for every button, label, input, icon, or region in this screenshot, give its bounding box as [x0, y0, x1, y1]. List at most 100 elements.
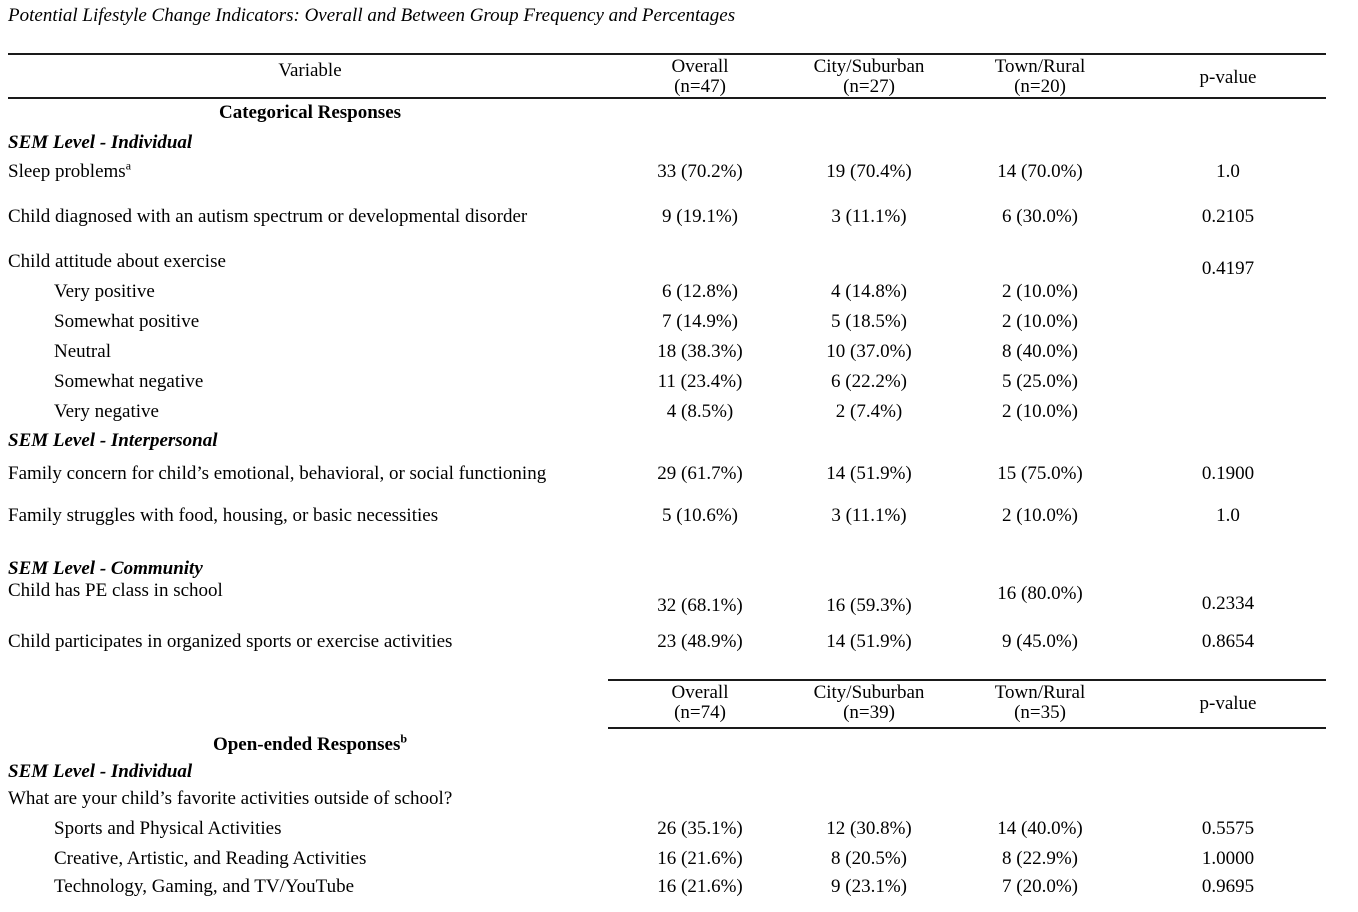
- section-heading-categorical: Categorical Responses: [218, 102, 402, 123]
- group-heading-sem-community: SEM Level - Community: [8, 558, 203, 579]
- cell-city: 6 (22.2%): [831, 371, 907, 392]
- table-row: Child diagnosed with an autism spectrum …: [8, 207, 1326, 227]
- town-rural-column-header: Town/Rural (n=35): [994, 682, 1086, 723]
- table-title: Potential Lifestyle Change Indicators: O…: [8, 5, 736, 26]
- row-label: Child diagnosed with an autism spectrum …: [8, 206, 528, 227]
- row-label: Somewhat positive: [54, 311, 200, 332]
- table-row: Very negative 4 (8.5%) 2 (7.4%) 2 (10.0%…: [8, 402, 1326, 422]
- cell-city: 5 (18.5%): [831, 311, 907, 332]
- cell-city: 19 (70.4%): [826, 161, 912, 182]
- table-row: Very positive 6 (12.8%) 4 (14.8%) 2 (10.…: [8, 282, 1326, 302]
- city-suburban-column-header: City/Suburban (n=27): [813, 56, 925, 97]
- row-label: Child participates in organized sports o…: [8, 631, 453, 652]
- cell-city: 8 (20.5%): [831, 848, 907, 869]
- group-heading-sem-interpersonal: SEM Level - Interpersonal: [8, 430, 218, 451]
- cell-overall: 9 (19.1%): [662, 206, 738, 227]
- group-heading-row: SEM Level - Individual: [8, 762, 1326, 782]
- section-heading-row: Open-ended Responsesb: [8, 731, 1326, 755]
- cell-overall: 23 (48.9%): [657, 631, 743, 652]
- cell-overall: 5 (10.6%): [662, 505, 738, 526]
- table-row: Child participates in organized sports o…: [8, 632, 1326, 652]
- row-label: Child attitude about exercise: [8, 251, 226, 272]
- second-header-bottom-rule: [608, 727, 1326, 729]
- cell-city: 12 (30.8%): [826, 818, 912, 839]
- table-row: Sports and Physical Activities 26 (35.1%…: [8, 819, 1326, 839]
- section-heading-open-ended: Open-ended Responsesb: [212, 731, 408, 755]
- overall-column-header: Overall (n=74): [671, 682, 729, 723]
- footnote-marker-a: a: [125, 158, 132, 173]
- cell-pvalue: 0.1900: [1201, 463, 1255, 484]
- cell-town: 14 (70.0%): [997, 161, 1083, 182]
- cell-overall: 7 (14.9%): [662, 311, 738, 332]
- cell-town: 2 (10.0%): [1002, 401, 1078, 422]
- group-heading-row: SEM Level - Community: [8, 559, 1326, 579]
- cell-pvalue: 0.4197: [1201, 258, 1255, 279]
- cell-overall: 16 (21.6%): [657, 848, 743, 869]
- row-label: Technology, Gaming, and TV/YouTube: [54, 876, 355, 897]
- cell-pvalue: 1.0000: [1201, 848, 1255, 869]
- town-rural-column-header: Town/Rural (n=20): [994, 56, 1086, 97]
- cell-town: 7 (20.0%): [1002, 876, 1078, 897]
- cell-town: 14 (40.0%): [997, 818, 1083, 839]
- row-label: Somewhat negative: [54, 371, 204, 392]
- city-suburban-column-header: City/Suburban (n=39): [813, 682, 925, 723]
- cell-town: 15 (75.0%): [997, 463, 1083, 484]
- cell-town: 8 (40.0%): [1002, 341, 1078, 362]
- row-label: Creative, Artistic, and Reading Activiti…: [54, 848, 367, 869]
- group-heading-row: SEM Level - Individual: [8, 133, 1326, 153]
- table-row: What are your child’s favorite activitie…: [8, 789, 1326, 809]
- cell-overall: 6 (12.8%): [662, 281, 738, 302]
- cell-overall: 16 (21.6%): [657, 876, 743, 897]
- cell-town: 2 (10.0%): [1002, 311, 1078, 332]
- cell-overall: 33 (70.2%): [657, 161, 743, 182]
- row-label: Very positive: [54, 281, 155, 302]
- column-header-row-1: Variable Overall (n=47) City/Suburban (n…: [8, 57, 1326, 97]
- cell-town: 2 (10.0%): [1002, 505, 1078, 526]
- group-heading-row: SEM Level - Interpersonal: [8, 431, 1326, 451]
- group-heading-sem-individual: SEM Level - Individual: [8, 132, 193, 153]
- cell-city: 16 (59.3%): [826, 595, 912, 616]
- table-row: Technology, Gaming, and TV/YouTube 16 (2…: [8, 877, 1326, 897]
- cell-city: 2 (7.4%): [835, 401, 903, 422]
- p-value-column-header: p-value: [1199, 67, 1257, 88]
- table-row: Sleep problemsa 33 (70.2%) 19 (70.4%) 14…: [8, 158, 1326, 182]
- table-row: Somewhat negative 11 (23.4%) 6 (22.2%) 5…: [8, 372, 1326, 392]
- cell-city: 10 (37.0%): [826, 341, 912, 362]
- cell-town: 9 (45.0%): [1002, 631, 1078, 652]
- overall-column-header: Overall (n=47): [671, 56, 729, 97]
- table-top-rule: [8, 53, 1326, 55]
- cell-pvalue: 1.0: [1216, 505, 1240, 526]
- cell-city: 4 (14.8%): [831, 281, 907, 302]
- row-label: Family struggles with food, housing, or …: [8, 505, 439, 526]
- row-label: Family concern for child’s emotional, be…: [8, 463, 547, 484]
- row-label: What are your child’s favorite activitie…: [8, 788, 453, 809]
- table-row: Somewhat positive 7 (14.9%) 5 (18.5%) 2 …: [8, 312, 1326, 332]
- cell-pvalue: 0.9695: [1201, 876, 1255, 897]
- cell-town: 2 (10.0%): [1002, 281, 1078, 302]
- table-row: Family concern for child’s emotional, be…: [8, 464, 1326, 484]
- cell-pvalue: 0.2105: [1201, 206, 1255, 227]
- cell-city: 14 (51.9%): [826, 631, 912, 652]
- row-label: Sleep problemsa: [8, 158, 132, 182]
- cell-city: 14 (51.9%): [826, 463, 912, 484]
- variable-column-header: Variable: [278, 60, 342, 81]
- table-row: Child has PE class in school 32 (68.1%) …: [8, 581, 1326, 616]
- cell-city: 3 (11.1%): [831, 505, 907, 526]
- cell-overall: 32 (68.1%): [657, 595, 743, 616]
- section-heading-row: Categorical Responses: [8, 103, 1326, 123]
- cell-city: 3 (11.1%): [831, 206, 907, 227]
- cell-town: 5 (25.0%): [1002, 371, 1078, 392]
- table-row: Family struggles with food, housing, or …: [8, 506, 1326, 526]
- row-label: Very negative: [54, 401, 159, 422]
- table-row: Neutral 18 (38.3%) 10 (37.0%) 8 (40.0%): [8, 342, 1326, 362]
- cell-city: 9 (23.1%): [831, 876, 907, 897]
- second-header-top-rule: [608, 679, 1326, 681]
- row-label: Neutral: [54, 341, 111, 362]
- table-row: Child attitude about exercise 0.4197: [8, 251, 1326, 279]
- cell-overall: 29 (61.7%): [657, 463, 743, 484]
- table-row: Creative, Artistic, and Reading Activiti…: [8, 849, 1326, 869]
- footnote-marker-b: b: [400, 731, 408, 746]
- cell-pvalue: 0.5575: [1201, 818, 1255, 839]
- cell-town: 16 (80.0%): [997, 583, 1083, 604]
